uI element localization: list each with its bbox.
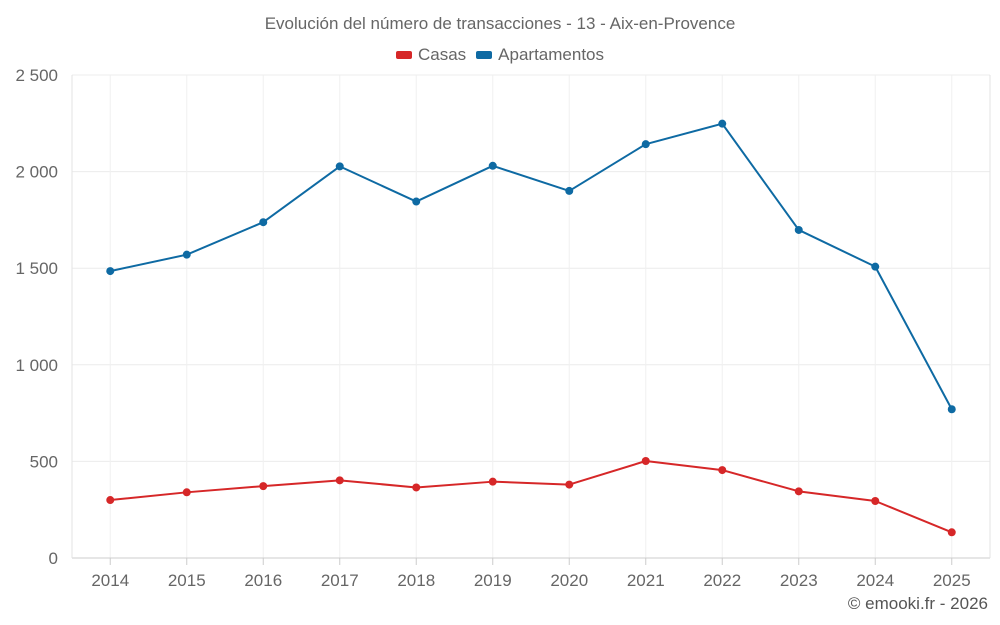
x-tick-label: 2014 xyxy=(91,571,129,590)
data-point-casas[interactable] xyxy=(718,466,727,475)
y-tick-label: 500 xyxy=(30,452,58,471)
data-point-apartamentos[interactable] xyxy=(182,250,191,259)
copyright-footer: © emooki.fr - 2026 xyxy=(847,594,988,613)
x-tick-label: 2022 xyxy=(703,571,741,590)
data-point-casas[interactable] xyxy=(947,528,956,537)
data-point-casas[interactable] xyxy=(641,457,650,466)
x-tick-label: 2020 xyxy=(550,571,588,590)
legend-item-apartamentos[interactable]: Apartamentos xyxy=(476,45,604,65)
legend-swatch-apartamentos xyxy=(476,51,493,59)
x-tick-label: 2019 xyxy=(474,571,512,590)
data-point-apartamentos[interactable] xyxy=(106,267,115,276)
x-tick-label: 2018 xyxy=(397,571,435,590)
data-point-apartamentos[interactable] xyxy=(794,225,803,234)
data-point-apartamentos[interactable] xyxy=(947,405,956,414)
y-tick-label: 2 500 xyxy=(15,66,58,85)
data-point-casas[interactable] xyxy=(794,487,803,496)
x-tick-label: 2016 xyxy=(244,571,282,590)
series-line-casas xyxy=(110,460,953,534)
legend-item-casas[interactable]: Casas xyxy=(395,45,467,65)
data-point-casas[interactable] xyxy=(182,488,191,497)
x-tick-label: 2021 xyxy=(627,571,665,590)
data-point-apartamentos[interactable] xyxy=(718,119,727,128)
y-tick-label: 2 000 xyxy=(15,163,58,182)
y-tick-label: 1 000 xyxy=(15,356,58,375)
y-tick-label: 1 500 xyxy=(15,259,58,278)
chart-title: Evolución del número de transacciones - … xyxy=(264,14,736,33)
data-point-casas[interactable] xyxy=(335,476,344,485)
data-point-apartamentos[interactable] xyxy=(335,162,344,171)
data-point-casas[interactable] xyxy=(259,482,268,491)
y-tick-label: 0 xyxy=(49,549,58,568)
series-line-apartamentos xyxy=(110,122,953,410)
data-point-apartamentos[interactable] xyxy=(565,186,574,195)
data-point-casas[interactable] xyxy=(106,496,115,505)
data-point-casas[interactable] xyxy=(565,480,574,489)
data-point-apartamentos[interactable] xyxy=(871,262,880,271)
data-point-casas[interactable] xyxy=(488,477,497,486)
x-tick-label: 2025 xyxy=(933,571,971,590)
legend-label-casas: Casas xyxy=(417,45,467,64)
data-point-apartamentos[interactable] xyxy=(259,218,268,227)
legend: Casas Apartamentos xyxy=(0,45,1000,65)
x-tick-label: 2023 xyxy=(780,571,818,590)
legend-swatch-casas xyxy=(395,51,412,59)
data-point-apartamentos[interactable] xyxy=(488,161,497,170)
data-point-casas[interactable] xyxy=(412,483,421,492)
x-tick-label: 2015 xyxy=(168,571,206,590)
data-point-casas[interactable] xyxy=(871,497,880,506)
data-point-apartamentos[interactable] xyxy=(412,197,421,206)
x-tick-label: 2017 xyxy=(321,571,359,590)
x-tick-label: 2024 xyxy=(856,571,894,590)
legend-label-apartamentos: Apartamentos xyxy=(498,45,605,64)
data-point-apartamentos[interactable] xyxy=(641,140,650,149)
